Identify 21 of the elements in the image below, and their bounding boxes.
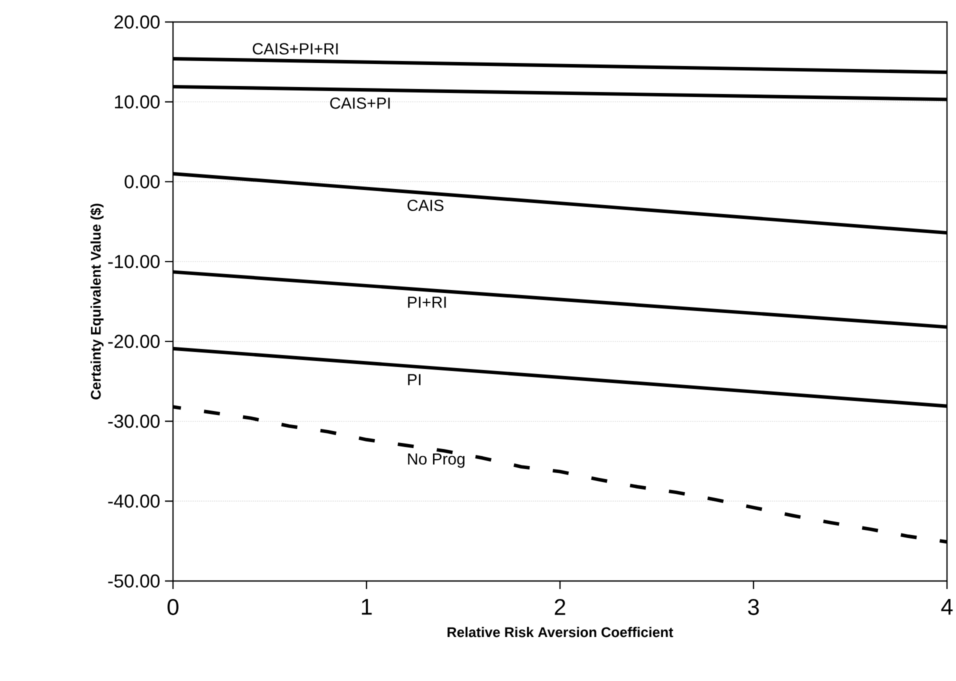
y-tick-label: -50.00: [108, 574, 160, 588]
y-tick-label: -40.00: [108, 494, 160, 508]
y-tick-label: 20.00: [114, 15, 160, 29]
y-tick-label: 10.00: [115, 95, 160, 108]
series-label: No Prog: [408, 454, 464, 468]
x-tick-label: 0: [168, 599, 178, 616]
series-label: CAIS+PI+RI: [252, 43, 338, 54]
series-label: PI+RI: [408, 296, 446, 308]
series-label: PI: [408, 374, 420, 386]
y-tick-label: -20.00: [108, 334, 160, 348]
y-axis-title: Certainty Equivalent Value ($): [90, 204, 104, 400]
series-label: CAIS+PI: [330, 98, 390, 109]
x-tick-label: 4: [941, 599, 953, 615]
x-tick-label: 1: [362, 599, 372, 615]
y-tick-label: 0.00: [124, 175, 160, 188]
x-tick-label: 2: [554, 599, 566, 615]
series-label: CAIS: [408, 200, 444, 212]
y-tick-label: -10.00: [108, 254, 160, 268]
x-axis-title: Relative Risk Aversion Coefficient: [448, 626, 674, 638]
y-tick-label: -30.00: [108, 414, 160, 428]
x-tick-label: 3: [748, 599, 759, 616]
